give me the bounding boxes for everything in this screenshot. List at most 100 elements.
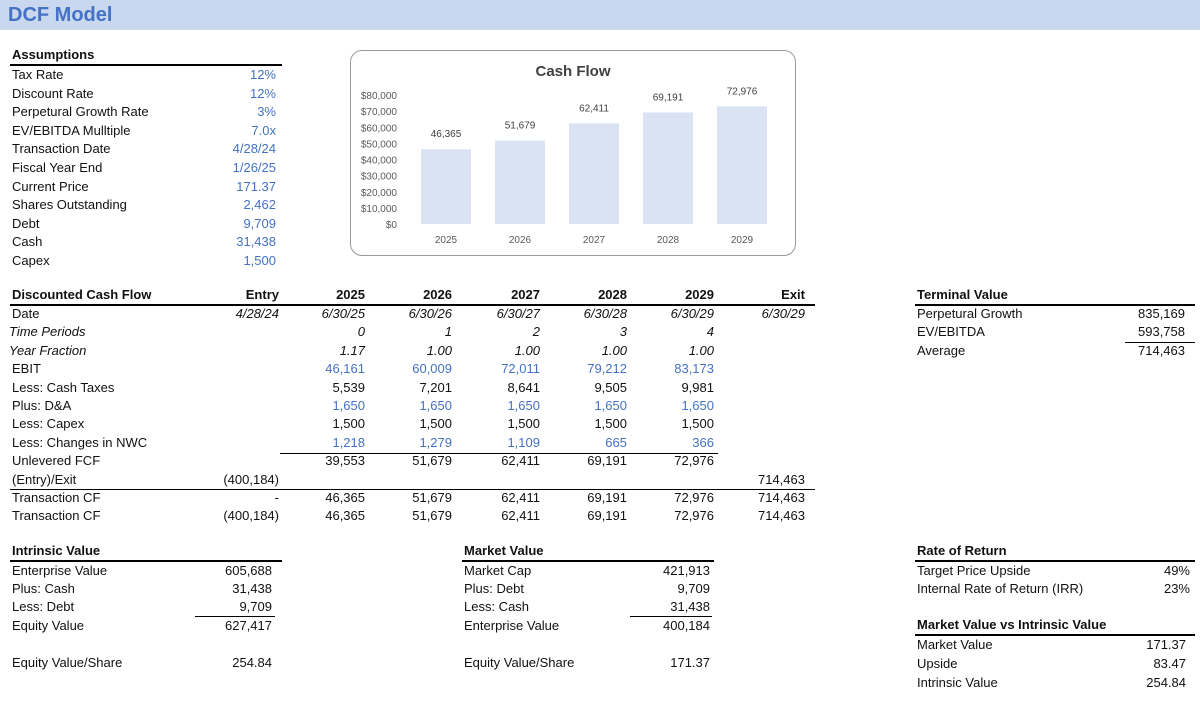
dcf-cell: 1,500 — [681, 416, 714, 432]
dcf-cell: 8,641 — [507, 379, 540, 395]
dcf-cell: 7,201 — [419, 379, 452, 395]
assumption-label: Current Price — [12, 178, 89, 194]
assumption-value: 1,500 — [243, 253, 276, 268]
chart-y-tick-label: $50,000 — [361, 139, 398, 150]
assumption-value: 31,438 — [236, 234, 276, 250]
intrinsic-value-value: 605,688 — [225, 563, 272, 578]
assumption-label: Discount Rate — [12, 85, 94, 101]
chart-x-tick-label: 2027 — [583, 235, 606, 246]
cash-flow-chart[interactable]: Cash Flow $80,000 $70,000 $60,000 $50,000 $40… — [350, 50, 796, 256]
mv-vs-iv-label: Market Value — [917, 637, 993, 652]
terminal-value-label: EV/EBITDA — [917, 324, 985, 340]
terminal-value-value: 835,169 — [1138, 306, 1185, 321]
mv-vs-iv-header: Market Value vs Intrinsic Value — [917, 617, 1107, 632]
dcf-cell: 0 — [357, 324, 365, 340]
dcf-cell: 1.17 — [339, 342, 365, 358]
mv-sum-rule — [630, 616, 712, 617]
dcf-cell: 9,981 — [681, 379, 714, 395]
assumption-value: 171.37 — [236, 178, 276, 194]
chart-y-tick-label: $80,000 — [361, 91, 398, 102]
chart-data-label: 62,411 — [579, 103, 609, 114]
rate-of-return-label: Target Price Upside — [917, 563, 1031, 578]
dcf-cell: 62,411 — [501, 508, 540, 524]
dcf-cell: 51,679 — [412, 490, 452, 505]
dcf-row-label: Plus: D&A — [12, 398, 72, 413]
assumption-label: Shares Outstanding — [12, 197, 127, 213]
dcf-row-label: Unlevered FCF — [12, 453, 101, 469]
dcf-cell: 51,679 — [412, 453, 452, 469]
dcf-cell: 6/30/25 — [321, 306, 365, 321]
chart-canvas: Cash Flow $80,000 $70,000 $60,000 $50,000 $40… — [361, 63, 767, 246]
chart-y-tick-label: $40,000 — [361, 156, 398, 167]
market-value-label: Market Cap — [464, 563, 532, 578]
dcf-cell: 83,173 — [674, 361, 714, 377]
assumption-label: Capex — [12, 253, 50, 268]
dcf-cell: 714,463 — [758, 508, 805, 524]
dcf-cell: 1 — [444, 324, 452, 340]
terminal-value-underline — [915, 304, 1195, 306]
dcf-cell: (400,184) — [223, 508, 279, 524]
dcf-cell: 1,218 — [332, 434, 365, 450]
chart-y-tick-label: $30,000 — [361, 172, 398, 183]
dcf-column-header: Entry — [245, 287, 279, 302]
dcf-row-label: Transaction CF — [12, 490, 101, 505]
dcf-cell: 69,191 — [587, 453, 627, 469]
dcf-cell: 9,505 — [594, 379, 627, 395]
dcf-cell: 46,365 — [325, 490, 365, 505]
dcf-cell: 1,650 — [507, 398, 540, 413]
chart-bar — [495, 140, 545, 224]
dcf-row-label: Date — [12, 306, 40, 321]
market-value-header: Market Value — [464, 543, 544, 558]
dcf-cell: 5,539 — [332, 379, 365, 395]
intrinsic-value-label: Equity Value — [12, 617, 85, 633]
dcf-cell: 72,011 — [501, 361, 540, 377]
assumption-label: Perpetural Growth Rate — [12, 104, 149, 120]
dcf-cell: 1.00 — [688, 342, 714, 358]
market-value-label: Less: Cash — [464, 599, 530, 615]
dcf-cell: 714,463 — [758, 490, 805, 505]
assumption-label: Tax Rate — [12, 67, 64, 82]
dcf-header-underline — [10, 304, 815, 306]
intrinsic-value-header: Intrinsic Value — [12, 543, 101, 558]
dcf-column-header: 2029 — [685, 287, 714, 302]
rate-of-return-header: Rate of Return — [917, 543, 1007, 558]
chart-title: Cash Flow — [535, 63, 610, 80]
terminal-value-value: 593,758 — [1138, 324, 1185, 340]
dcf-column-header: 2028 — [598, 287, 627, 302]
chart-y-tick-label: $20,000 — [361, 188, 398, 199]
mv-vs-iv-value: 254.84 — [1146, 674, 1186, 690]
chart-data-label: 51,679 — [505, 121, 536, 132]
chart-bar — [717, 106, 767, 224]
dcf-cell: 1,500 — [419, 416, 452, 432]
assumption-label: EV/EBITDA Mulltiple — [12, 122, 131, 138]
chart-data-label: 69,191 — [653, 92, 684, 103]
market-value-value: 31,438 — [670, 599, 710, 615]
dcf-column-header: 2027 — [511, 287, 540, 302]
chart-data-label: 46,365 — [431, 129, 462, 140]
market-value-value: 9,709 — [677, 581, 710, 597]
title-bar — [0, 0, 1200, 30]
dcf-cell: 1,109 — [507, 434, 540, 450]
assumption-value: 9,709 — [243, 215, 276, 231]
dcf-cell: 1.00 — [514, 342, 540, 358]
dcf-cell: 72,976 — [674, 508, 714, 524]
dcf-cell: 366 — [692, 434, 714, 450]
assumption-value: 2,462 — [243, 197, 276, 213]
chart-x-tick-label: 2029 — [731, 235, 754, 246]
chart-bar — [421, 149, 471, 224]
dcf-cell: 1.00 — [426, 342, 452, 358]
dcf-row-label: Transaction CF — [12, 508, 101, 524]
intrinsic-value-label: Plus: Cash — [12, 581, 75, 597]
transaction-rule — [10, 489, 815, 490]
chart-y-tick-label: $10,000 — [361, 204, 398, 215]
mv-per-share-value: 171.37 — [670, 655, 710, 670]
assumption-value: 1/26/25 — [232, 160, 276, 175]
chart-x-tick-label: 2028 — [657, 235, 680, 246]
assumption-value: 7.0x — [251, 122, 276, 138]
assumption-value: 3% — [257, 104, 276, 120]
iv-per-share-label: Equity Value/Share — [12, 655, 123, 670]
terminal-value-value: 714,463 — [1138, 342, 1185, 358]
intrinsic-value-underline — [10, 560, 282, 562]
chart-y-tick-label: $60,000 — [361, 123, 398, 134]
mv-vs-iv-value: 83.47 — [1153, 655, 1186, 671]
